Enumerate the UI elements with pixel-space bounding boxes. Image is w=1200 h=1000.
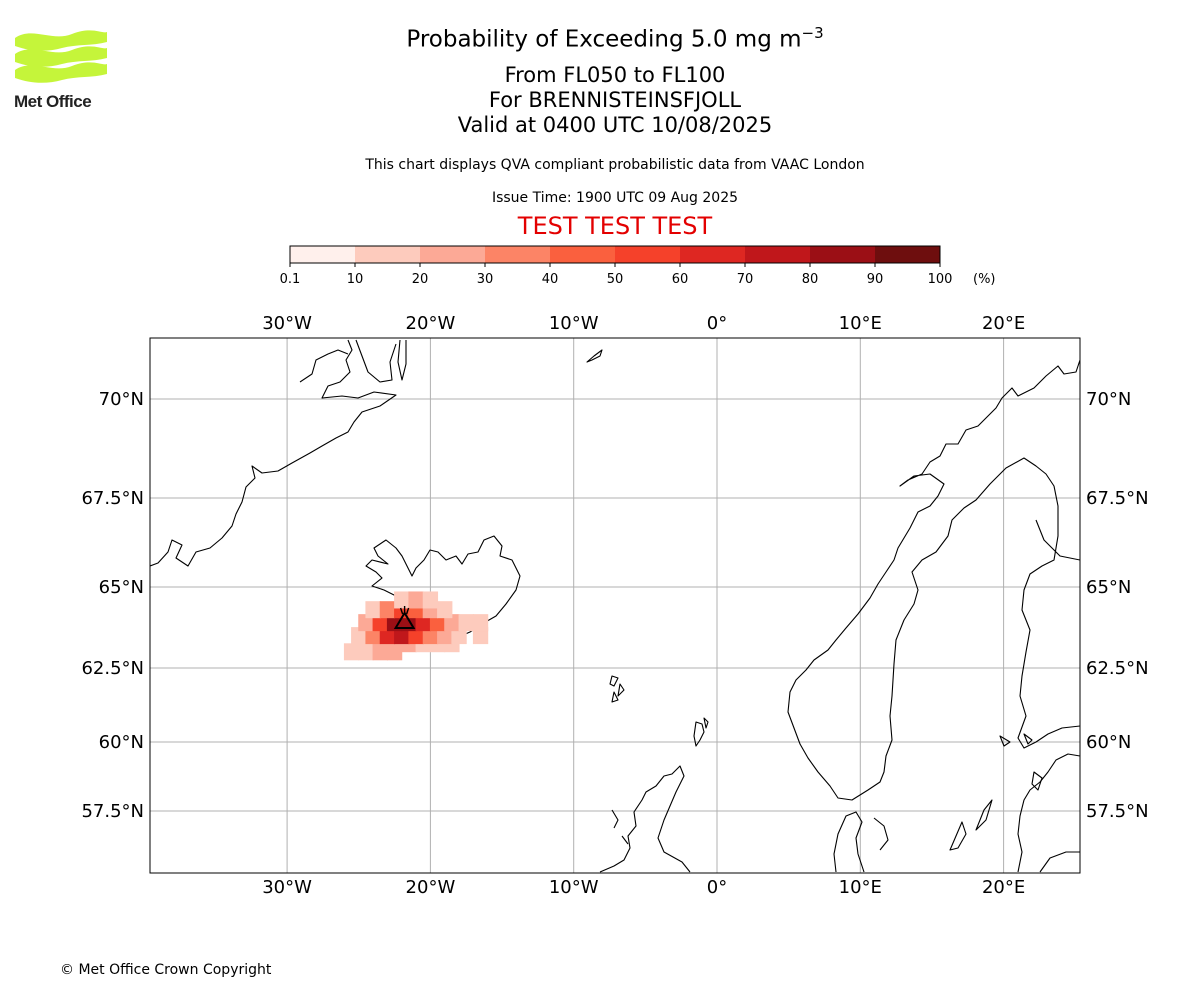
gotland-coast	[1031, 771, 1043, 791]
lat-label-right: 65°N	[1086, 577, 1131, 598]
lon-label-bottom: 10°E	[839, 877, 882, 898]
norway-coast	[787, 359, 1080, 801]
probability-cell	[458, 614, 474, 632]
probability-cell	[379, 601, 396, 619]
denmark-coast	[833, 799, 993, 873]
probability-cell	[415, 614, 431, 632]
scotland-coast	[599, 765, 691, 873]
probability-cell	[365, 627, 381, 645]
shetland-coast	[693, 717, 709, 747]
axis-tick-labels: 30°W 30°W 20°W 20°W 10°W 10°W 0° 0° 10°E 10°E 20°E…	[81, 313, 1148, 898]
probability-cell	[422, 591, 439, 609]
probability-cell	[358, 614, 374, 632]
greenland-coast	[150, 339, 407, 567]
probability-cell	[408, 627, 424, 645]
volcano-marker	[393, 605, 416, 629]
probability-cells	[343, 591, 489, 661]
probability-cell	[379, 627, 396, 645]
lon-label-top: 0°	[707, 313, 727, 334]
lat-label-left: 67.5°N	[81, 488, 144, 509]
lat-label-left: 65°N	[99, 577, 144, 598]
map-frame	[149, 337, 1081, 874]
probability-cell	[372, 614, 388, 632]
lon-label-bottom: 30°W	[262, 877, 312, 898]
probability-cell	[429, 614, 446, 632]
sweden-coast	[1017, 753, 1080, 873]
probability-cell	[472, 627, 489, 645]
lon-label-bottom: 20°W	[406, 877, 456, 898]
volcano-plume-marks	[399, 605, 410, 615]
volcano-name: For BRENNISTEINSFJOLL	[488, 88, 742, 112]
probability-cell	[358, 643, 374, 661]
lat-label-right: 57.5°N	[1086, 801, 1149, 822]
probability-cell	[472, 614, 489, 632]
lat-label-right: 60°N	[1086, 732, 1131, 753]
lon-label-top: 20°W	[406, 313, 456, 334]
faroe-coast	[609, 675, 625, 703]
jan-mayen-coast	[586, 349, 603, 363]
lat-label-left: 57.5°N	[81, 801, 144, 822]
probability-cell	[351, 627, 367, 645]
issue-time: Issue Time: 1900 UTC 09 Aug 2025	[491, 190, 739, 206]
probability-cell	[437, 601, 453, 619]
probability-cell	[394, 591, 410, 609]
probability-cell	[343, 643, 360, 661]
lon-label-top: 20°E	[982, 313, 1025, 334]
valid-time: Valid at 0400 UTC 10/08/2025	[457, 113, 773, 137]
probability-cell	[451, 627, 467, 645]
chart-subtitle: From FL050 to FL100 For BRENNISTEINSFJOL…	[230, 63, 1000, 138]
probability-cell	[394, 627, 410, 645]
met-office-logo	[15, 30, 107, 83]
probability-cell	[386, 643, 403, 661]
lon-label-top: 10°W	[549, 313, 599, 334]
graticule	[150, 338, 1080, 873]
logo-wordmark: Met Office	[14, 92, 92, 111]
lat-label-left: 70°N	[99, 389, 144, 410]
probability-cell	[422, 627, 439, 645]
probability-cell	[408, 591, 424, 609]
lat-label-left: 62.5°N	[81, 658, 144, 679]
probability-cell	[365, 601, 381, 619]
probability-cell	[386, 614, 403, 632]
volcano-triangle	[393, 611, 416, 629]
finland-coast	[999, 519, 1080, 747]
flight-levels: From FL050 to FL100	[504, 63, 726, 87]
probability-cell	[437, 627, 453, 645]
lon-label-bottom: 20°E	[982, 877, 1025, 898]
lon-label-top: 30°W	[262, 313, 312, 334]
lat-label-right: 67.5°N	[1086, 488, 1149, 509]
chart-title: Probability of Exceeding 5.0 mg m−3	[406, 24, 824, 53]
probability-cell	[372, 643, 388, 661]
probability-cell	[444, 614, 460, 632]
lat-label-left: 60°N	[99, 732, 144, 753]
test-banner: TEST TEST TEST	[517, 212, 713, 240]
description-text: This chart displays QVA compliant probab…	[365, 157, 865, 173]
lon-label-top: 10°E	[839, 313, 882, 334]
lat-label-right: 70°N	[1086, 389, 1131, 410]
lon-label-bottom: 0°	[707, 877, 727, 898]
copyright-notice: © Met Office Crown Copyright	[60, 962, 272, 978]
baltic-coast	[1039, 851, 1080, 873]
coastlines	[150, 339, 1080, 873]
lat-label-right: 62.5°N	[1086, 658, 1149, 679]
lon-label-bottom: 10°W	[549, 877, 599, 898]
